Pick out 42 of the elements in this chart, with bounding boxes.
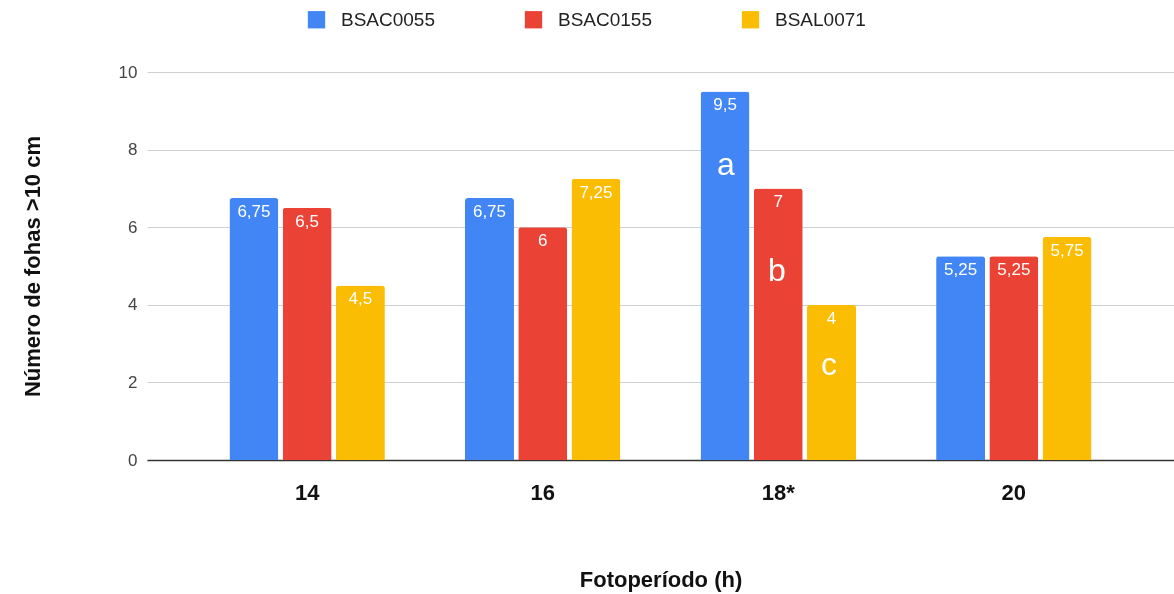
data-label: 7,25 [579, 182, 613, 202]
bar [518, 227, 568, 460]
y-axis-title: Número de fohas >10 cm [19, 135, 45, 398]
y-tick-label: 8 [128, 140, 138, 160]
data-label: 5,25 [944, 260, 978, 280]
annotation: c [821, 346, 837, 382]
y-tick-label: 4 [128, 295, 138, 315]
bar [989, 256, 1039, 460]
bar [282, 207, 332, 460]
x-tick-label: 14 [294, 479, 321, 505]
data-label: 6,5 [295, 211, 319, 231]
data-label: 4,5 [348, 289, 373, 309]
data-label: 4 [826, 308, 837, 328]
data-label: 6,75 [237, 202, 271, 222]
data-label: 6 [537, 231, 548, 251]
x-tick-label: 16 [530, 479, 555, 505]
bar [229, 198, 279, 460]
bar [571, 178, 621, 460]
y-tick-label: 2 [128, 372, 138, 392]
bar [807, 304, 857, 460]
data-label: 6,75 [472, 202, 507, 222]
legend-label: BSAC0155 [558, 8, 653, 30]
legend-label: BSAL0071 [775, 8, 866, 30]
x-axis-title: Fotoperíodo (h) [579, 566, 743, 592]
bar [464, 198, 514, 460]
y-tick-label: 10 [118, 62, 138, 82]
bar [936, 256, 986, 460]
bar [753, 188, 803, 460]
legend-label: BSAC0055 [341, 8, 436, 30]
data-label: 7 [773, 192, 784, 212]
y-tick-label: 6 [128, 217, 138, 237]
bar [335, 285, 385, 460]
annotation: a [717, 146, 736, 182]
data-label: 5,25 [997, 260, 1031, 280]
x-tick-label: 20 [1001, 479, 1027, 505]
x-tick-label: 18* [761, 479, 796, 505]
bar [700, 91, 750, 460]
bar [1042, 236, 1092, 460]
annotation: b [768, 252, 786, 288]
data-label: 9,5 [713, 95, 737, 115]
data-label: 5,75 [1050, 240, 1084, 260]
y-tick-label: 0 [128, 450, 138, 470]
